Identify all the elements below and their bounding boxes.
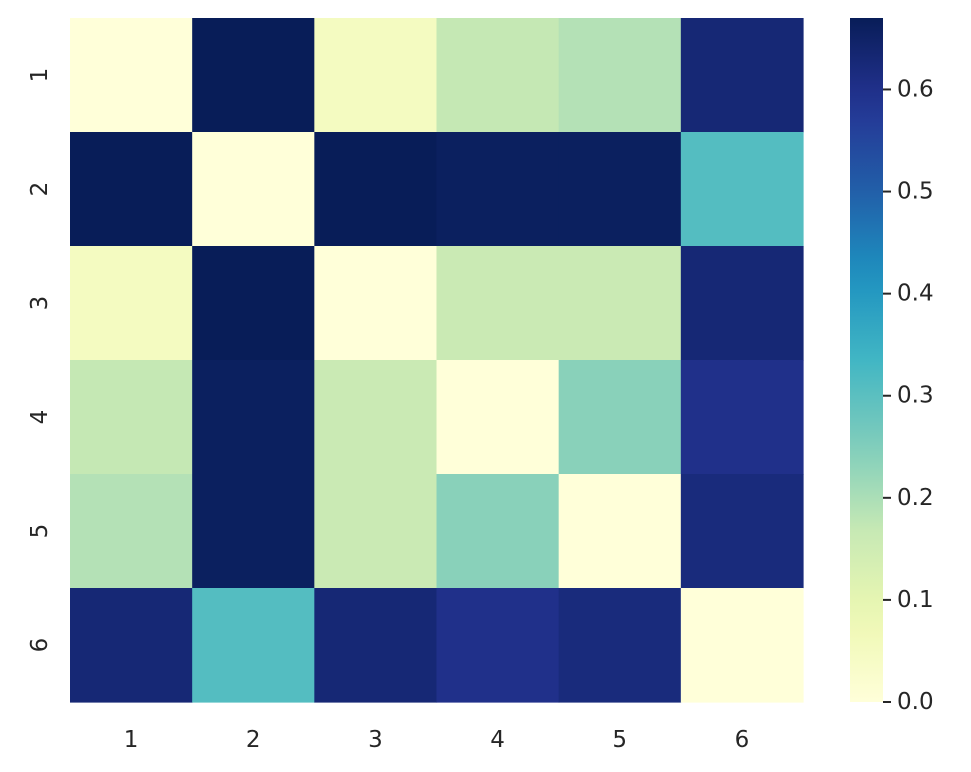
- heatmap-cell-r6-c4: [436, 588, 560, 703]
- colorbar: 0.0 0.1 0.2 0.3 0.4 0.5 0.6: [850, 18, 934, 715]
- heatmap-cell-r5-c5: [558, 474, 682, 589]
- heatmap-cell-r2-c6: [680, 132, 804, 247]
- heatmap-cell-r2-c4: [436, 132, 560, 247]
- heatmap-cell-r3-c3: [314, 246, 438, 361]
- colorbar-tick-label: 0.2: [897, 485, 934, 511]
- heatmap-cell-r2-c5: [558, 132, 682, 247]
- y-tick-label: 1: [27, 68, 53, 83]
- heatmap-cell-r4-c4: [436, 360, 560, 475]
- heatmap-cell-r6-c6: [680, 588, 804, 703]
- heatmap-cell-r4-c3: [314, 360, 438, 475]
- x-tick-label: 2: [246, 727, 261, 753]
- y-axis: 1 2 3 4 5 6: [27, 68, 53, 653]
- heatmap-cell-r5-c3: [314, 474, 438, 589]
- colorbar-tick-label: 0.6: [897, 76, 934, 102]
- heatmap-cell-r4-c5: [558, 360, 682, 475]
- heatmap-cell-r5-c4: [436, 474, 560, 589]
- heatmap-cell-r4-c2: [192, 360, 315, 475]
- heatmap-cell-r3-c1: [70, 246, 193, 361]
- heatmap-cell-r1-c1: [70, 18, 193, 133]
- heatmap-cell-r1-c6: [680, 18, 804, 133]
- heatmap-cell-r6-c3: [314, 588, 438, 703]
- x-tick-label: 1: [124, 727, 139, 753]
- heatmap-cell-r2-c3: [314, 132, 438, 247]
- y-tick-label: 6: [27, 638, 53, 653]
- y-tick-label: 5: [27, 524, 53, 539]
- heatmap-cell-r3-c5: [558, 246, 682, 361]
- heatmap-cell-r6-c5: [558, 588, 682, 703]
- heatmap-cell-r6-c1: [70, 588, 193, 703]
- heatmap-cell-r3-c4: [436, 246, 560, 361]
- colorbar-ticks: 0.0 0.1 0.2 0.3 0.4 0.5 0.6: [883, 76, 934, 715]
- y-tick-label: 2: [27, 182, 53, 197]
- heatmap-cell-r4-c6: [680, 360, 804, 475]
- heatmap-cell-r5-c2: [192, 474, 315, 589]
- heatmap-cell-r1-c5: [558, 18, 682, 133]
- heatmap-cell-r3-c2: [192, 246, 315, 361]
- heatmap-cell-r5-c6: [680, 474, 804, 589]
- colorbar-tick-label: 0.5: [897, 179, 934, 205]
- heatmap-cell-r1-c2: [192, 18, 315, 133]
- colorbar-gradient: [850, 18, 883, 702]
- heatmap-cell-r1-c4: [436, 18, 560, 133]
- colorbar-tick-label: 0.4: [897, 281, 934, 307]
- heatmap-cell-r3-c6: [680, 246, 804, 361]
- y-tick-label: 4: [27, 410, 53, 425]
- x-tick-label: 5: [612, 727, 627, 753]
- heatmap-cell-r4-c1: [70, 360, 193, 475]
- colorbar-tick-label: 0.3: [897, 383, 934, 409]
- x-tick-label: 6: [735, 727, 750, 753]
- x-axis: 1 2 3 4 5 6: [124, 727, 749, 753]
- y-tick-label: 3: [27, 296, 53, 311]
- heatmap-cell-r2-c2: [192, 132, 315, 247]
- heatmap-cell-r6-c2: [192, 588, 315, 703]
- heatmap-cell-r5-c1: [70, 474, 193, 589]
- colorbar-tick-label: 0.1: [897, 587, 934, 613]
- heatmap-cells: [70, 18, 804, 703]
- heatmap-cell-r2-c1: [70, 132, 193, 247]
- heatmap-cell-r1-c3: [314, 18, 438, 133]
- colorbar-tick-label: 0.0: [897, 689, 934, 715]
- x-tick-label: 4: [490, 727, 505, 753]
- x-tick-label: 3: [368, 727, 383, 753]
